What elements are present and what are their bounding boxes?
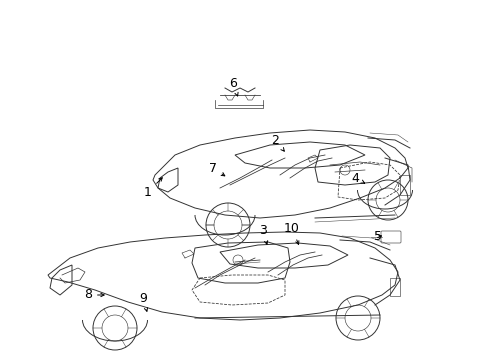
Text: 2: 2 [270, 134, 284, 151]
Text: 10: 10 [284, 221, 299, 244]
Text: 1: 1 [144, 178, 162, 198]
Text: 3: 3 [259, 224, 267, 244]
Text: 9: 9 [139, 292, 147, 311]
Bar [399, 175, 409, 195]
Text: 4: 4 [350, 171, 364, 185]
Bar [389, 278, 399, 296]
Text: 6: 6 [228, 77, 238, 96]
Text: 8: 8 [84, 288, 104, 302]
Text: 7: 7 [208, 162, 224, 176]
Text: 5: 5 [373, 230, 381, 243]
